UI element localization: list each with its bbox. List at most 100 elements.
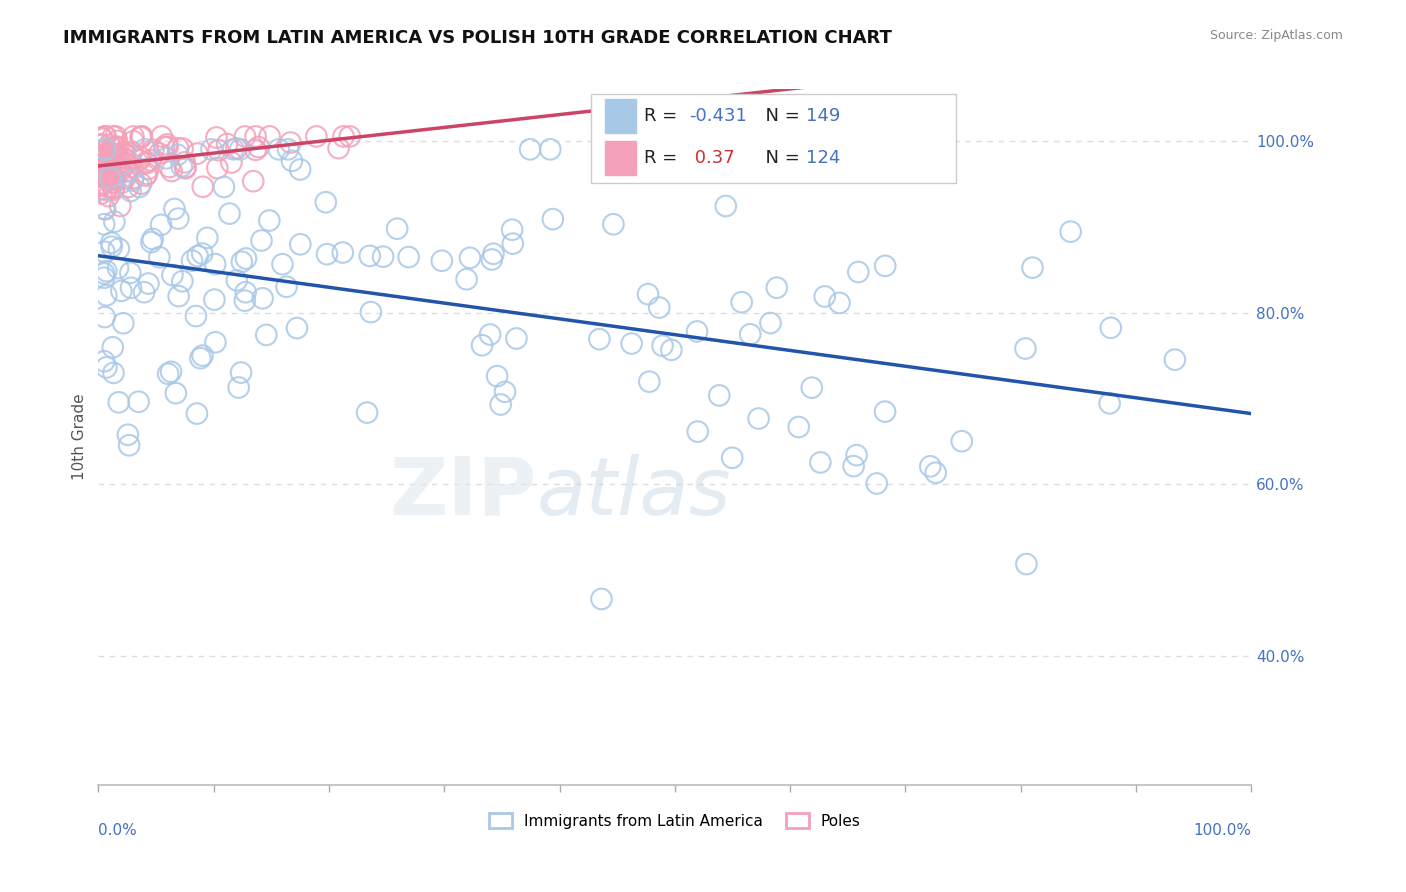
Point [259,129,281,144]
Point [114,151,136,165]
Point [920,459,942,474]
Point [651,339,673,353]
Point [96,288,118,302]
Point [661,343,683,357]
Point [259,213,281,227]
Point [186,407,208,421]
Point [138,277,160,291]
Point [479,327,502,342]
Point [96,167,118,181]
Point [129,177,152,191]
Point [103,366,125,380]
Point [142,232,165,246]
Point [135,156,157,170]
Point [103,183,125,197]
Point [94,202,117,217]
Point [89,169,111,184]
Point [160,365,183,379]
Point [89,164,111,178]
Point [191,179,214,194]
Point [172,142,194,156]
Point [135,154,157,169]
Point [101,340,124,354]
Point [686,325,709,339]
Point [1098,396,1121,410]
Point [93,169,115,183]
Point [166,148,188,162]
Point [233,129,256,144]
Point [91,178,114,193]
Point [163,202,186,216]
Point [280,136,302,150]
Point [184,309,207,323]
Point [118,438,141,452]
Point [97,169,120,184]
Point [846,265,869,279]
Point [588,332,610,346]
Point [135,169,157,183]
Text: R =: R = [644,107,683,125]
Point [120,266,142,280]
Point [276,279,298,293]
Point [100,155,122,169]
Point [873,404,896,418]
Point [90,154,112,169]
Point [254,327,277,342]
Point [141,235,163,249]
Point [121,145,143,159]
Point [172,274,194,288]
Point [89,178,111,193]
Point [845,448,868,462]
Point [93,163,115,178]
Point [98,170,121,185]
Point [97,179,120,194]
Point [100,235,122,250]
Point [114,147,136,161]
Point [100,240,122,254]
Point [808,455,831,469]
Point [204,335,226,350]
Point [866,476,889,491]
Point [93,217,115,231]
Point [638,375,661,389]
Point [107,152,129,166]
Point [89,162,111,177]
Point [104,140,127,154]
Text: 124: 124 [806,149,839,167]
Point [271,257,294,271]
Point [129,129,152,144]
Point [97,152,120,166]
Point [173,155,195,169]
Point [235,252,257,266]
Point [288,162,311,177]
Point [90,137,112,152]
Point [486,369,509,384]
Point [122,171,145,186]
Text: 100.0%: 100.0% [1194,823,1251,838]
Point [100,150,122,164]
Point [129,130,152,145]
Text: -0.431: -0.431 [689,107,747,125]
Point [162,268,184,282]
Point [104,160,127,174]
Point [385,221,408,235]
Point [156,137,179,152]
Point [110,164,132,178]
Point [218,206,240,220]
Point [281,153,304,168]
Point [1014,342,1036,356]
Point [247,140,270,154]
Point [356,406,378,420]
Point [204,257,226,271]
Point [107,140,129,154]
Point [538,142,561,156]
Point [128,153,150,168]
Point [186,146,208,161]
Point [191,246,214,260]
Point [170,159,193,173]
Point [89,165,111,179]
Point [235,285,257,300]
Point [519,142,541,156]
Point [360,305,382,319]
Point [748,411,770,425]
